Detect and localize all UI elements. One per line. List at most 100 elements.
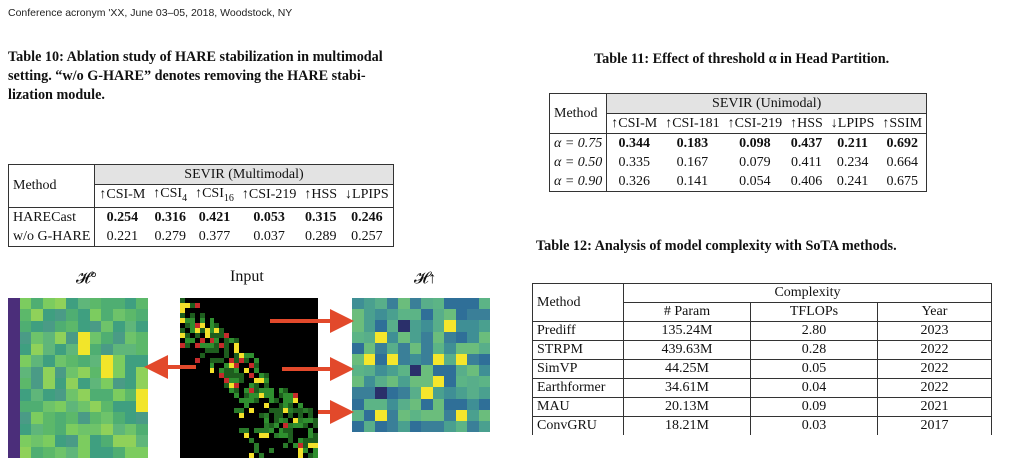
image-pixel xyxy=(313,433,318,438)
image-pixel xyxy=(214,413,220,418)
image-pixel xyxy=(283,393,289,398)
image-pixel xyxy=(209,393,215,398)
image-pixel xyxy=(224,333,230,338)
image-pixel xyxy=(278,428,284,433)
image-pixel xyxy=(263,453,269,458)
image-pixel xyxy=(248,383,254,388)
image-pixel xyxy=(303,393,309,398)
image-pixel xyxy=(184,398,190,403)
image-pixel xyxy=(8,320,20,333)
image-pixel xyxy=(293,443,299,448)
image-pixel xyxy=(248,448,254,453)
image-pixel xyxy=(184,378,190,383)
image-pixel xyxy=(258,413,264,418)
image-pixel xyxy=(224,348,230,353)
image-pixel xyxy=(313,453,318,458)
image-pixel xyxy=(244,428,249,433)
image-pixel xyxy=(313,403,318,408)
image-pixel xyxy=(258,358,264,363)
image-pixel xyxy=(209,408,215,413)
image-pixel xyxy=(375,353,387,365)
image-pixel xyxy=(313,343,318,348)
image-pixel xyxy=(293,333,299,338)
image-pixel xyxy=(303,453,309,458)
image-pixel xyxy=(352,342,364,354)
image-pixel xyxy=(224,443,230,448)
table11-caption: Table 11: Effect of threshold α in Head … xyxy=(594,51,890,67)
image-pixel xyxy=(293,453,299,458)
image-pixel xyxy=(263,443,269,448)
image-pixel xyxy=(194,318,200,323)
image-pixel xyxy=(209,453,215,458)
image-pixel xyxy=(248,373,254,378)
image-pixel xyxy=(248,318,254,323)
image-pixel xyxy=(293,303,299,308)
image-pixel xyxy=(375,420,387,432)
image-pixel xyxy=(224,358,230,363)
image-pixel xyxy=(244,378,249,383)
image-pixel xyxy=(293,348,299,353)
image-pixel xyxy=(313,393,318,398)
image-pixel xyxy=(89,309,102,321)
image-pixel xyxy=(194,308,200,313)
image-pixel xyxy=(308,328,314,333)
image-pixel xyxy=(244,308,249,313)
image-pixel xyxy=(308,418,314,423)
table11: Method SEVIR (Unimodal) ↑CSI-M ↑CSI-181 … xyxy=(549,93,928,192)
image-pixel xyxy=(432,376,444,388)
image-pixel xyxy=(113,423,125,436)
image-pixel xyxy=(298,413,304,418)
image-pixel xyxy=(258,453,264,458)
image-pixel xyxy=(409,331,421,343)
image-pixel xyxy=(375,387,387,399)
image-pixel xyxy=(303,333,309,338)
image-pixel xyxy=(239,368,245,373)
image-pixel xyxy=(124,309,137,321)
image-pixel xyxy=(244,358,249,363)
image-pixel xyxy=(298,308,304,313)
image-pixel xyxy=(204,313,210,318)
image-pixel xyxy=(229,363,235,368)
image-pixel xyxy=(189,388,195,393)
image-pixel xyxy=(204,453,210,458)
image-pixel xyxy=(258,323,264,328)
image-pixel xyxy=(263,403,269,408)
image-pixel xyxy=(194,398,200,403)
image-pixel xyxy=(244,408,249,413)
image-pixel xyxy=(283,358,289,363)
image-pixel xyxy=(224,328,230,333)
image-pixel xyxy=(283,423,289,428)
image-pixel xyxy=(467,309,479,321)
image-pixel xyxy=(101,378,113,390)
image-pixel xyxy=(253,358,259,363)
image-pixel xyxy=(253,343,259,348)
image-pixel xyxy=(273,373,279,378)
image-pixel xyxy=(258,338,264,343)
image-pixel xyxy=(244,338,249,343)
image-pixel xyxy=(199,443,205,448)
image-pixel xyxy=(239,343,245,348)
image-pixel xyxy=(209,403,215,408)
image-pixel xyxy=(224,363,230,368)
image-pixel xyxy=(313,313,318,318)
image-pixel xyxy=(258,423,264,428)
image-pixel xyxy=(113,309,125,321)
image-pixel xyxy=(308,333,314,338)
image-pixel xyxy=(293,428,299,433)
image-pixel xyxy=(136,423,148,436)
image-pixel xyxy=(313,308,318,313)
image-pixel xyxy=(214,298,220,303)
image-pixel xyxy=(409,398,421,410)
image-pixel xyxy=(273,363,279,368)
image-pixel xyxy=(43,355,55,367)
image-pixel xyxy=(288,328,294,333)
image-pixel xyxy=(194,438,200,443)
image-pixel xyxy=(303,308,309,313)
image-pixel xyxy=(136,320,148,333)
table12-cell: 2023 xyxy=(877,321,992,341)
table11-col-header: ↑CSI-219 xyxy=(723,113,787,134)
image-pixel xyxy=(214,343,220,348)
image-pixel xyxy=(224,438,230,443)
image-pixel xyxy=(432,398,444,410)
image-pixel xyxy=(180,438,185,443)
